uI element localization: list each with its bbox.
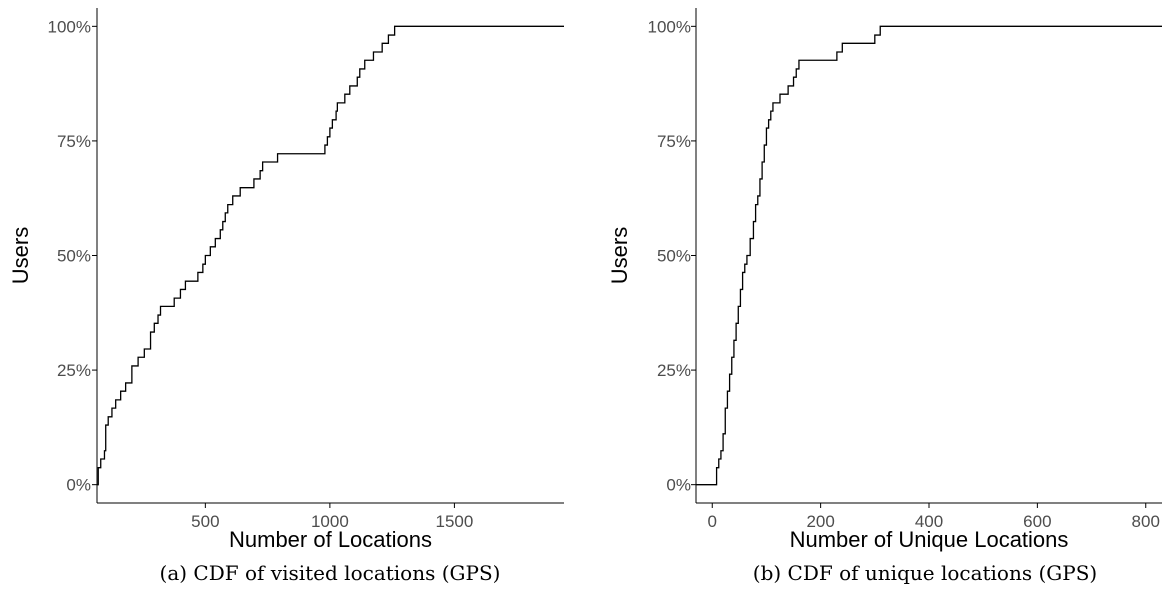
y-tick-label: 100% xyxy=(48,17,91,36)
y-axis-title: Users xyxy=(8,227,33,284)
x-tick-label: 400 xyxy=(915,512,943,531)
y-tick-label: 75% xyxy=(57,132,91,151)
y-tick-label: 25% xyxy=(657,361,691,380)
x-axis-title: Number of Unique Locations xyxy=(790,527,1069,552)
x-tick-label: 600 xyxy=(1023,512,1051,531)
x-tick-label: 500 xyxy=(191,512,219,531)
cdf-series-line xyxy=(696,25,1162,486)
y-tick-label: 0% xyxy=(66,476,91,495)
x-tick-label: 200 xyxy=(806,512,834,531)
cdf-series-line xyxy=(97,25,564,486)
y-tick-label: 25% xyxy=(57,361,91,380)
x-axis-title: Number of Locations xyxy=(229,527,432,552)
y-tick-label: 0% xyxy=(666,476,691,495)
panel-b: 0% 25% 50% 75% 100% 0 200 400 600 800 Number of Un… xyxy=(607,8,1162,585)
subfigure-caption: (a) CDF of visited locations (GPS) xyxy=(160,561,501,585)
y-tick-label: 50% xyxy=(657,247,691,266)
subfigure-caption: (b) CDF of unique locations (GPS) xyxy=(753,561,1097,585)
x-tick-label: 800 xyxy=(1132,512,1160,531)
x-tick-label: 0 xyxy=(708,512,717,531)
y-tick-label: 75% xyxy=(657,132,691,151)
y-tick-label: 50% xyxy=(57,247,91,266)
x-tick-label: 1500 xyxy=(435,512,473,531)
y-axis-title: Users xyxy=(607,227,632,284)
x-tick-label: 1000 xyxy=(311,512,349,531)
y-tick-label: 100% xyxy=(648,17,691,36)
